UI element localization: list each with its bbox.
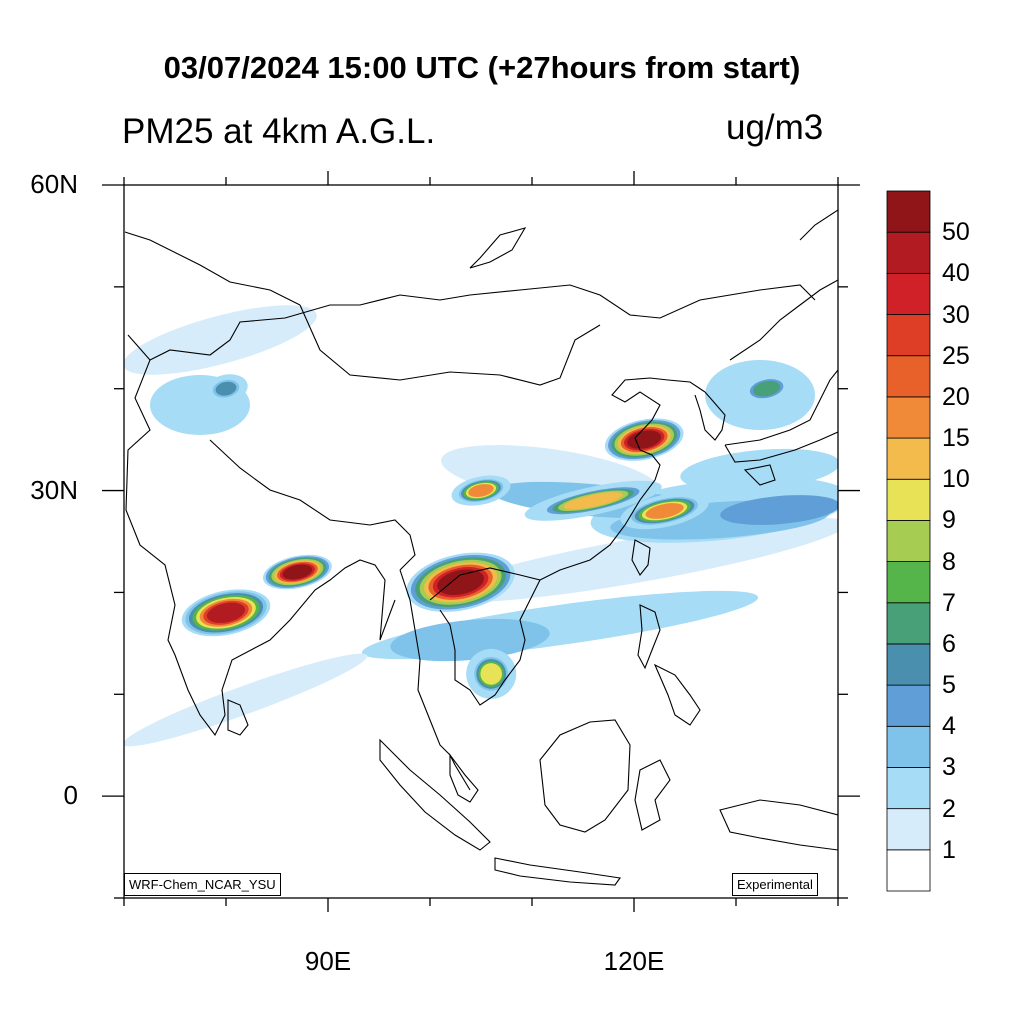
pm25-band — [433, 517, 838, 603]
chart-title: 03/07/2024 15:00 UTC (+27hours from star… — [163, 50, 801, 85]
pm25-band — [390, 618, 550, 662]
pm25-plume — [468, 484, 494, 498]
axis-ticks — [102, 171, 860, 912]
unit-label: ug/m3 — [726, 108, 824, 147]
lat-label-30n: 30N — [30, 474, 78, 505]
colorbar-swatch — [886, 396, 931, 439]
colorbar-swatch — [886, 602, 931, 645]
lon-label-90e: 90E — [304, 946, 352, 976]
colorbar-tick-label: 7 — [942, 588, 956, 617]
colorbar-swatch — [886, 355, 931, 398]
lat-label-0: 0 — [63, 780, 78, 811]
colorbar-tick-label: 30 — [942, 300, 970, 329]
colorbar-swatch — [886, 643, 931, 686]
colorbar — [886, 190, 931, 892]
colorbar-tick-label: 5 — [942, 671, 956, 700]
pm25-field — [124, 305, 838, 747]
colorbar-tick-label: 9 — [942, 506, 956, 535]
colorbar-tick-label: 50 — [942, 218, 970, 247]
pm25-plume — [206, 602, 246, 623]
pm25-band — [124, 305, 317, 375]
lon-label-120e: 120E — [603, 946, 665, 976]
colorbar-tick-label: 25 — [942, 341, 970, 370]
colorbar-tick-label: 4 — [942, 712, 956, 741]
colorbar-tick-label: 6 — [942, 629, 956, 658]
pm25-plume — [480, 663, 502, 685]
pm25-band — [720, 495, 838, 525]
colorbar-swatch — [886, 437, 931, 480]
pm25-plume — [753, 380, 781, 397]
colorbar-swatch — [886, 561, 931, 604]
colorbar-swatch — [886, 684, 931, 727]
colorbar-swatch — [886, 725, 931, 768]
pm25-plume — [282, 564, 313, 580]
colorbar-swatch — [886, 231, 931, 274]
colorbar-tick-label: 20 — [942, 382, 970, 411]
pm25-plume — [563, 492, 623, 510]
colorbar-swatch — [886, 767, 931, 810]
colorbar-swatch — [886, 808, 931, 851]
colorbar-swatch — [886, 520, 931, 562]
colorbar-swatch — [886, 314, 931, 357]
colorbar-swatch — [886, 478, 931, 521]
pm25-plume — [627, 430, 662, 449]
pm25-plume — [437, 569, 484, 596]
colorbar-tick-label: 40 — [942, 259, 970, 288]
map-frame — [123, 184, 839, 899]
colorbar-tick-label: 8 — [942, 547, 956, 576]
pm25-band — [680, 448, 838, 492]
pm25-band — [124, 653, 368, 747]
colorbar-tick-label: 2 — [942, 794, 956, 823]
model-label: WRF-Chem_NCAR_YSU — [124, 873, 281, 896]
pm25-plume — [215, 381, 237, 396]
colorbar-tick-label: 15 — [942, 424, 970, 453]
colorbar-tick-label: 1 — [942, 835, 956, 864]
colorbar-swatch — [886, 190, 931, 233]
colorbar-swatch — [886, 849, 931, 892]
colorbar-swatch — [886, 272, 931, 315]
pm25-plume — [645, 503, 684, 519]
coastlines-and-borders — [124, 209, 838, 886]
status-label: Experimental — [732, 873, 818, 896]
colorbar-tick-label: 3 — [942, 753, 956, 782]
variable-label: PM25 at 4km A.G.L. — [122, 112, 436, 151]
colorbar-tick-label: 10 — [942, 465, 970, 494]
lat-label-60n: 60N — [30, 169, 78, 199]
